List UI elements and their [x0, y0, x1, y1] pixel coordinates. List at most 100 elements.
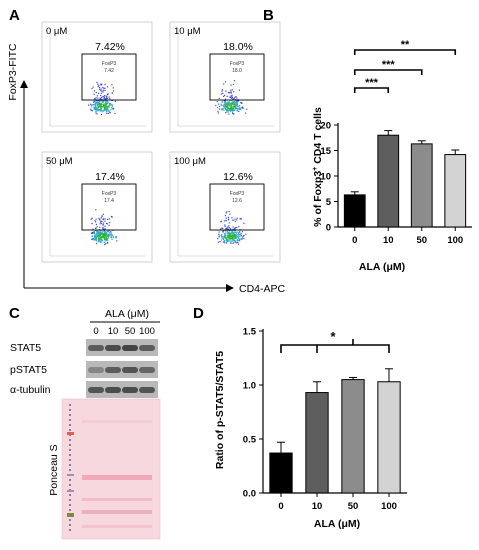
blot-band [105, 367, 121, 373]
flow-y-axis-label: FoxP3-FITC [7, 43, 19, 101]
chart-d-y-axis-label: Ratio of p-STAT5/STAT5 [214, 351, 226, 469]
blot-strip [86, 339, 158, 356]
bar [341, 379, 365, 494]
blot-band [122, 387, 138, 393]
blot-band [88, 367, 104, 373]
panel-label-c: C [9, 305, 20, 322]
flow-y-axis: FoxP3-FITC [7, 43, 28, 288]
flow-plot-frame [41, 151, 153, 263]
ponceau-bands [82, 420, 152, 528]
gate-rectangle [209, 183, 265, 231]
blot-strip [86, 361, 158, 378]
x-tick-label: 50 [348, 501, 359, 512]
y-tick-label: 1.5 [243, 327, 257, 338]
y-tick-label: 0.5 [243, 435, 257, 446]
lane-label: 100 [139, 326, 155, 337]
blot-band [105, 345, 121, 351]
lane-label: 0 [93, 326, 98, 337]
lane-label: 10 [108, 326, 119, 337]
blot-band [139, 387, 155, 393]
gate-name: FoxP3 [102, 61, 117, 67]
y-tick-label: 15 [320, 146, 331, 157]
blot-band [88, 345, 104, 351]
flow-plot-frame [169, 21, 281, 133]
gate-value: 18.0 [232, 68, 242, 74]
ponceau-label: Ponceau S [48, 444, 60, 495]
gate-value: 17.4 [104, 198, 114, 204]
panel-label-d: D [193, 305, 204, 322]
blot-row: α-tubulin [10, 381, 158, 398]
significance-label: *** [382, 59, 396, 71]
gate-rectangle [81, 53, 137, 101]
gate-name: FoxP3 [230, 61, 245, 67]
bar [377, 381, 401, 494]
significance-bracket: *** [353, 59, 423, 75]
chart-b-y-axis-label: % of Foxp3+ CD4 T cells [312, 107, 324, 227]
gate-value: 7.42 [104, 68, 114, 74]
dose-label: 0 μM [46, 26, 67, 37]
blot-band [122, 345, 138, 351]
blot-row-label: STAT5 [10, 342, 41, 354]
blot-row-label: pSTAT5 [10, 364, 47, 376]
bar [343, 194, 366, 228]
bar [377, 134, 400, 228]
blot-header: ALA (μM) [105, 308, 149, 320]
panel-label-b: B [263, 7, 274, 24]
y-tick-label: 0.0 [243, 489, 256, 500]
percent-label: 17.4% [95, 171, 125, 183]
gate-name: FoxP3 [230, 191, 245, 197]
flow-plot-frame [169, 151, 281, 263]
percent-label: 18.0% [223, 41, 253, 53]
significance-label: * [330, 329, 336, 344]
significance-bracket: ** [353, 39, 457, 55]
y-tick-label: 20 [320, 121, 331, 132]
gate-rectangle [209, 53, 265, 101]
chart-d-x-axis-label: ALA (μM) [314, 518, 360, 530]
gate-rectangle [81, 183, 137, 231]
chart-pstat5: Ratio of p-STAT5/STAT5 ALA (μM) 0.0 0.5 1.… [214, 327, 407, 530]
blot-lane-labels: 0 10 50 100 [93, 326, 155, 337]
flow-dots [217, 210, 247, 245]
bar [444, 154, 467, 228]
flow-x-axis: CD4-APC [24, 283, 286, 295]
blot-row: STAT5 [10, 339, 158, 356]
bar [410, 143, 433, 228]
blot-band [122, 367, 138, 373]
percent-label: 12.6% [223, 171, 253, 183]
significance-label: ** [401, 39, 410, 51]
blot-band [105, 387, 121, 393]
panel-label-a: A [9, 7, 20, 24]
chart-b-x-axis-label: ALA (μM) [359, 261, 405, 273]
x-tick-label: 50 [416, 235, 427, 246]
flow-dots [90, 209, 118, 246]
y-tick-label: 5 [326, 197, 332, 208]
significance-bracket: * [280, 329, 390, 353]
dose-label: 10 μM [174, 26, 201, 37]
blot-band [88, 387, 104, 393]
x-tick-label: 0 [278, 501, 283, 512]
significance-bracket: *** [353, 77, 390, 93]
significance-label: *** [365, 77, 379, 89]
y-tick-label: 1.0 [243, 381, 256, 392]
gate-value: 12.6 [232, 198, 242, 204]
x-tick-label: 10 [383, 235, 394, 246]
flow-plot-frame [41, 21, 153, 133]
bar [305, 392, 329, 494]
flow-x-axis-label: CD4-APC [239, 283, 286, 295]
x-tick-label: 100 [447, 235, 463, 246]
flow-dots [88, 81, 116, 116]
gate-name: FoxP3 [102, 191, 117, 197]
x-tick-label: 10 [312, 501, 323, 512]
ponceau-membrane: Ponceau S [48, 398, 161, 540]
chart-foxp3: % of Foxp3+ CD4 T cells ALA (μM) 0 5 10 15 2… [312, 39, 472, 273]
blot-strip [86, 381, 158, 398]
flow-dots [215, 80, 248, 115]
x-tick-label: 100 [381, 501, 397, 512]
blot-rows: STAT5 pSTAT5 α-tubulin [10, 339, 158, 398]
blot-row-label: α-tubulin [10, 384, 51, 396]
